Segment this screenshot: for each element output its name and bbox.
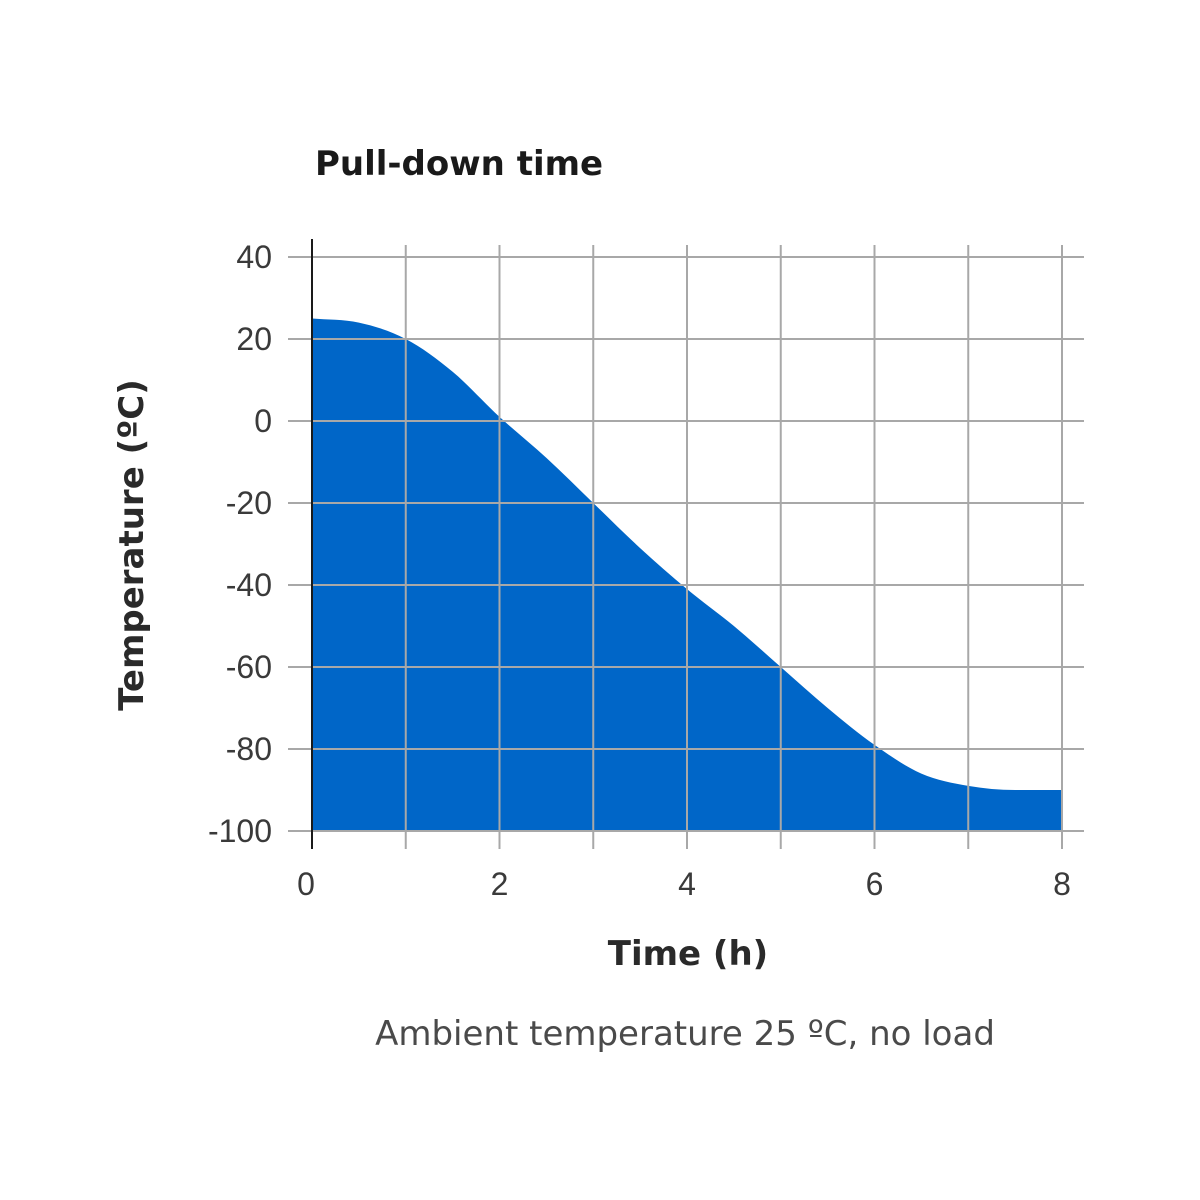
chart-title: Pull-down time (315, 144, 603, 184)
y-tick-label: -80 (226, 731, 272, 767)
x-tick-labels: 0 2 4 6 8 (297, 866, 1071, 902)
x-tick-label: 4 (678, 866, 696, 902)
y-tick-labels: 40 20 0 -20 -40 -60 -80 -100 (208, 239, 272, 849)
y-tick-label: 40 (236, 239, 272, 275)
y-tick-label: -60 (226, 649, 272, 685)
x-axis-label: Time (h) (608, 934, 768, 974)
y-tick-label: -100 (208, 813, 272, 849)
x-tick-label: 6 (866, 866, 884, 902)
x-tick-label: 2 (491, 866, 509, 902)
y-tick-label: -20 (226, 485, 272, 521)
y-axis-label: Temperature (ºC) (112, 379, 152, 711)
y-tick-label: 0 (254, 403, 272, 439)
y-tick-label: 20 (236, 321, 272, 357)
y-tick-label: -40 (226, 567, 272, 603)
chart-note: Ambient temperature 25 ºC, no load (375, 1014, 995, 1054)
grid (288, 245, 1084, 849)
x-tick-label: 0 (297, 866, 315, 902)
x-tick-label: 8 (1053, 866, 1071, 902)
